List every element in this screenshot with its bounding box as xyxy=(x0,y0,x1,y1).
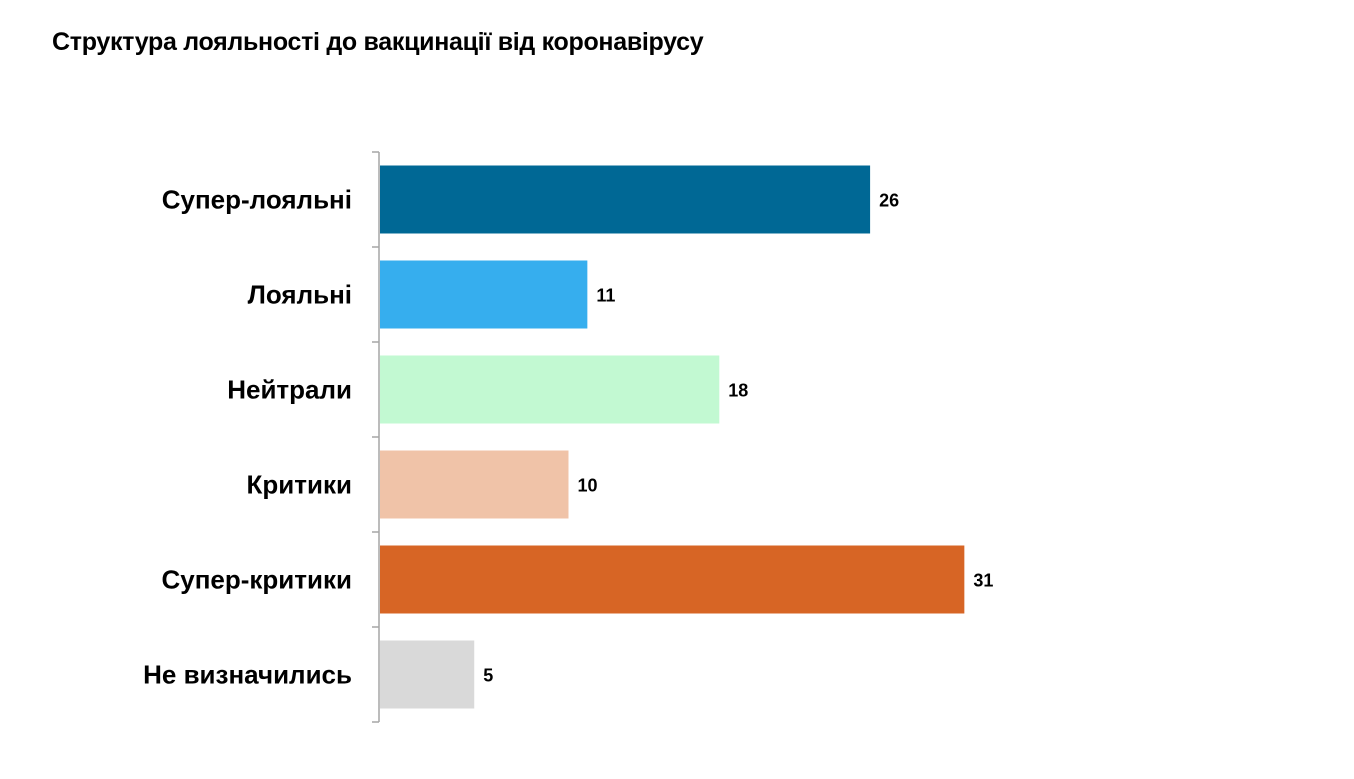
bar xyxy=(380,355,720,424)
value-label: 5 xyxy=(483,666,493,686)
value-label: 11 xyxy=(596,286,615,306)
category-label: Лояльні xyxy=(248,280,352,310)
category-label: Нейтрали xyxy=(227,375,352,405)
bar xyxy=(380,450,569,519)
value-labels: 26 11 18 10 31 5 xyxy=(483,191,993,686)
category-label: Не визначились xyxy=(143,660,352,690)
category-label: Супер-критики xyxy=(161,565,352,595)
chart-title: Структура лояльності до вакцинації від к… xyxy=(52,28,704,56)
category-labels: Супер-лояльні Лояльні Нейтрали Критики Супер… xyxy=(143,185,352,690)
bar xyxy=(380,545,965,614)
bar xyxy=(380,640,475,709)
category-label: Супер-лояльні xyxy=(162,185,352,215)
value-label: 18 xyxy=(728,381,748,401)
value-label: 10 xyxy=(578,476,598,496)
bar xyxy=(380,165,871,234)
y-axis xyxy=(372,151,380,723)
value-label: 26 xyxy=(879,191,899,211)
value-label: 31 xyxy=(973,571,993,591)
bar xyxy=(380,260,588,329)
category-label: Критики xyxy=(247,470,352,500)
bars xyxy=(380,165,965,709)
